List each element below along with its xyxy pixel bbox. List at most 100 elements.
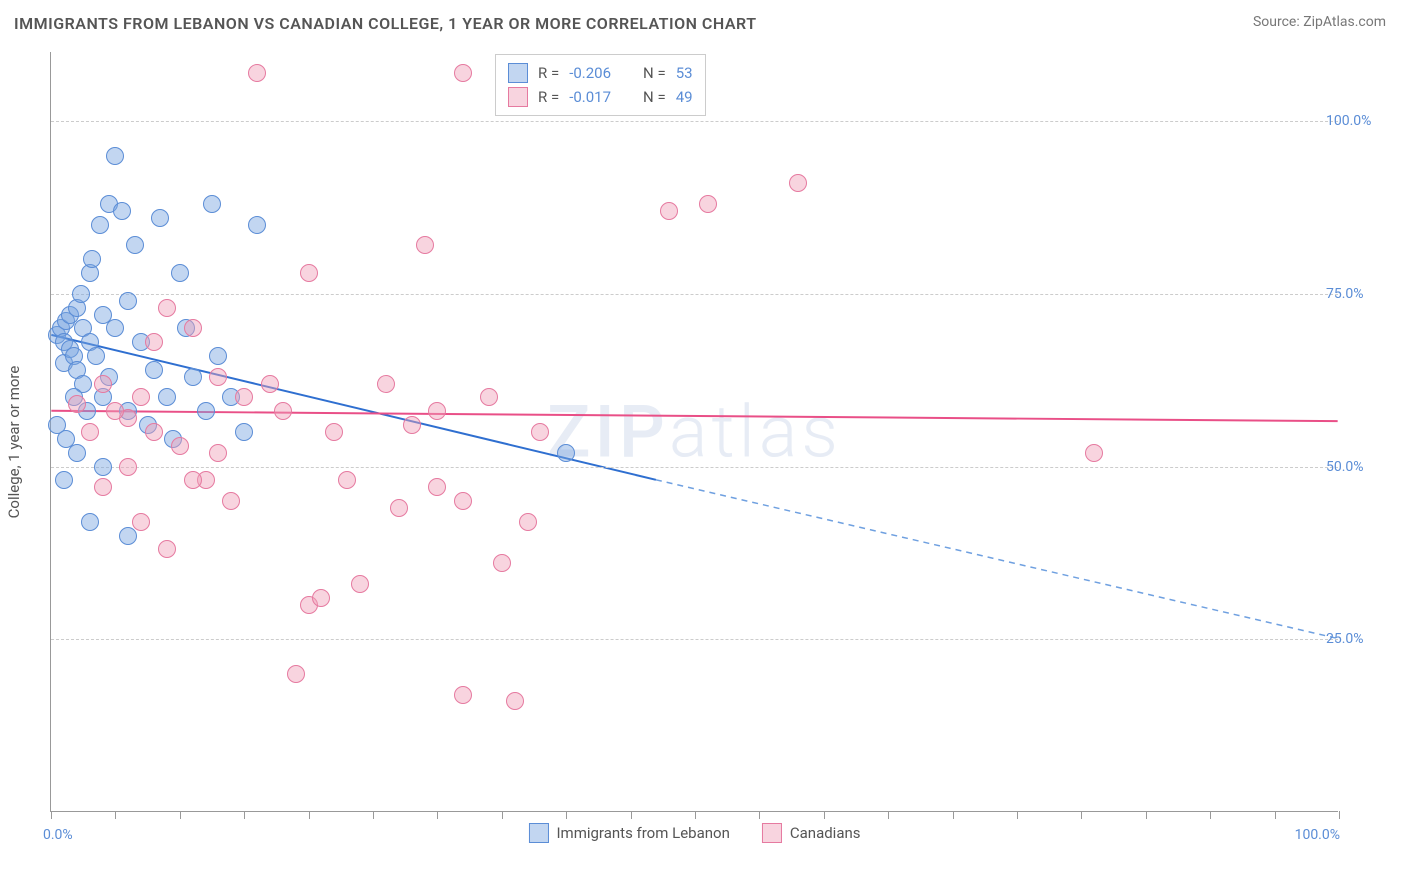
gridline [51,467,1338,468]
legend-n-value: 53 [676,64,693,82]
correlation-legend: R =-0.206N =53R =-0.017N =49 [495,54,706,116]
scatter-point [274,402,292,420]
chart-area: College, 1 year or more ZIPatlas R =-0.2… [50,52,1370,832]
legend-r-label: R = [538,88,559,106]
scatter-point [209,444,227,462]
x-tick [244,811,245,819]
x-tick [888,811,889,819]
legend-swatch [508,63,528,83]
scatter-point [184,471,202,489]
scatter-point [158,299,176,317]
scatter-point [454,492,472,510]
scatter-point [338,471,356,489]
scatter-point [145,423,163,441]
legend-row: R =-0.017N =49 [508,85,693,109]
scatter-point [145,333,163,351]
scatter-point [184,319,202,337]
scatter-point [1085,444,1103,462]
scatter-point [113,202,131,220]
legend-n-label: N = [643,64,666,82]
x-tick [180,811,181,819]
scatter-point [197,402,215,420]
scatter-point [403,416,421,434]
scatter-point [390,499,408,517]
source-label: Source: [1253,14,1300,30]
source-attribution: Source: ZipAtlas.com [1253,14,1386,30]
x-tick [1081,811,1082,819]
scatter-point [81,513,99,531]
scatter-point [87,347,105,365]
scatter-point [300,264,318,282]
legend-swatch [508,87,528,107]
scatter-point [68,395,86,413]
scatter-point [83,250,101,268]
x-tick [373,811,374,819]
scatter-point [94,375,112,393]
scatter-point [132,513,150,531]
scatter-point [106,319,124,337]
scatter-point [261,375,279,393]
x-tick [51,811,52,819]
x-tick [566,811,567,819]
legend-r-value: -0.017 [569,88,611,106]
scatter-point [126,236,144,254]
x-axis-max-label: 100.0% [1295,827,1340,843]
scatter-point [119,292,137,310]
legend-swatch [762,823,782,843]
scatter-point [428,478,446,496]
gridline [51,121,1338,122]
scatter-point [287,665,305,683]
series-legend-item: Canadians [762,823,861,843]
scatter-point [428,402,446,420]
x-tick [1339,811,1340,819]
scatter-point [151,209,169,227]
scatter-point [377,375,395,393]
x-tick [115,811,116,819]
scatter-point [531,423,549,441]
legend-swatch [528,823,548,843]
y-tick-label: 100.0% [1326,113,1386,129]
chart-title: IMMIGRANTS FROM LEBANON VS CANADIAN COLL… [14,14,757,33]
series-legend-label: Immigrants from Lebanon [556,824,729,842]
scatter-point [351,575,369,593]
source-link[interactable]: ZipAtlas.com [1303,14,1386,30]
x-tick [502,811,503,819]
scatter-point [699,195,717,213]
scatter-point [454,64,472,82]
scatter-point [55,471,73,489]
legend-n-label: N = [643,88,666,106]
x-tick [1017,811,1018,819]
scatter-point [203,195,221,213]
scatter-point [660,202,678,220]
scatter-point [235,388,253,406]
scatter-point [493,554,511,572]
series-legend-label: Canadians [790,824,861,842]
y-tick-label: 75.0% [1326,286,1386,302]
series-legend: Immigrants from Lebanon Canadians [528,823,860,843]
legend-r-value: -0.206 [569,64,611,82]
x-tick [1275,811,1276,819]
scatter-point [789,174,807,192]
gridline [51,294,1338,295]
scatter-point [81,423,99,441]
scatter-point [209,368,227,386]
scatter-point [480,388,498,406]
scatter-point [171,437,189,455]
scatter-point [94,458,112,476]
scatter-point [72,285,90,303]
x-tick [631,811,632,819]
scatter-point [106,402,124,420]
scatter-point [557,444,575,462]
scatter-point [158,540,176,558]
watermark: ZIPatlas [547,389,842,474]
x-tick [1210,811,1211,819]
scatter-point [132,388,150,406]
x-axis-min-label: 0.0% [43,827,73,843]
scatter-point [416,236,434,254]
y-tick-label: 25.0% [1326,631,1386,647]
x-tick [437,811,438,819]
scatter-point [171,264,189,282]
scatter-plot: ZIPatlas R =-0.206N =53R =-0.017N =49 0.… [50,52,1338,812]
legend-r-label: R = [538,64,559,82]
x-tick [824,811,825,819]
